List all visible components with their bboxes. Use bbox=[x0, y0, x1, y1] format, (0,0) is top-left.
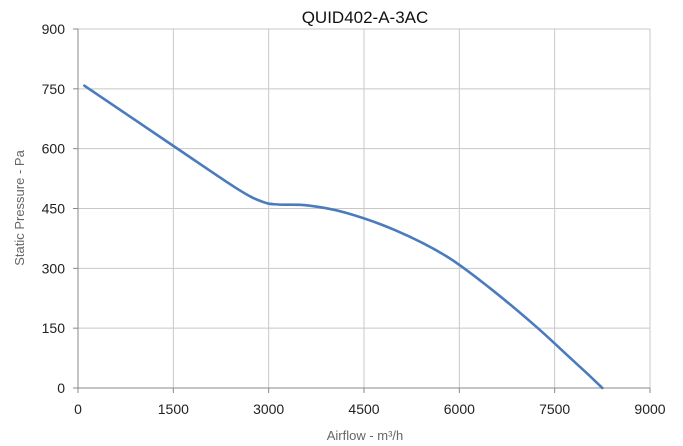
y-tick-label: 900 bbox=[42, 21, 66, 37]
grid bbox=[77, 28, 651, 389]
y-tick-label: 300 bbox=[42, 260, 66, 276]
axes bbox=[73, 28, 651, 393]
chart-title: QUID402-A-3AC bbox=[302, 8, 429, 27]
x-tick-label: 3000 bbox=[253, 401, 284, 417]
x-tick-label: 7500 bbox=[539, 401, 570, 417]
y-tick-label: 600 bbox=[42, 141, 66, 157]
series-line bbox=[83, 84, 604, 390]
y-tick-label: 150 bbox=[42, 320, 66, 336]
y-tick-label: 450 bbox=[42, 201, 66, 217]
x-tick-label: 6000 bbox=[444, 401, 475, 417]
x-axis-title: Airflow - m³/h bbox=[327, 428, 404, 443]
x-tick-label: 9000 bbox=[634, 401, 665, 417]
y-axis-title: Static Pressure - Pa bbox=[12, 149, 27, 265]
y-tick-label: 750 bbox=[42, 81, 66, 97]
tick-labels: 0 1500 3000 4500 6000 7500 9000 0 150 300 450 600 75… bbox=[42, 21, 666, 417]
x-tick-label: 4500 bbox=[348, 401, 379, 417]
y-tick-label: 0 bbox=[57, 380, 65, 396]
x-tick-label: 1500 bbox=[158, 401, 189, 417]
series-layer bbox=[83, 84, 604, 390]
x-tick-label: 0 bbox=[74, 401, 82, 417]
